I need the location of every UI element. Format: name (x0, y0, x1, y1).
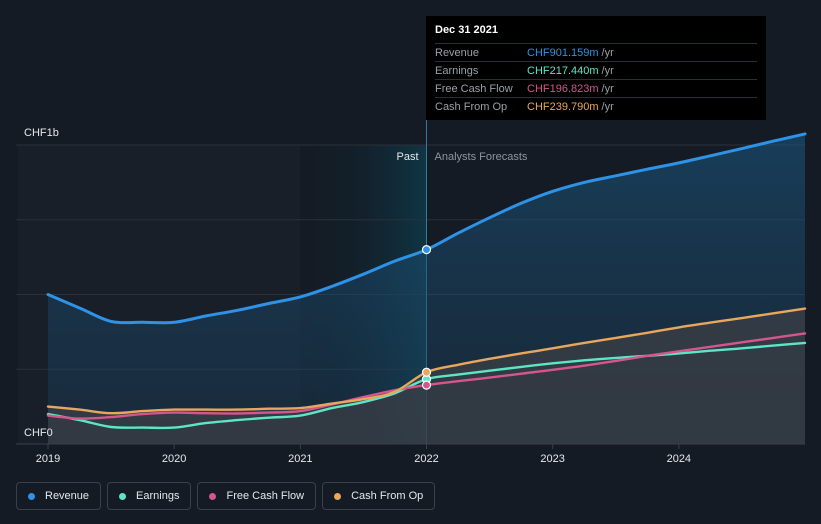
tooltip-unit: /yr (601, 46, 614, 59)
tooltip: Dec 31 2021 Revenue CHF901.159m /yr Earn… (426, 16, 766, 120)
tooltip-value: CHF217.440m (527, 64, 599, 77)
x-tick-label: 2019 (36, 453, 60, 465)
tooltip-value: CHF239.790m (527, 100, 599, 113)
tooltip-row-free-cash-flow: Free Cash Flow CHF196.823m /yr (435, 79, 757, 97)
legend-dot-icon (209, 492, 217, 500)
legend-label: Cash From Op (351, 490, 424, 502)
legend: Revenue Earnings Free Cash Flow Cash Fro… (16, 482, 436, 510)
tooltip-value: CHF196.823m (527, 82, 599, 95)
legend-label: Earnings (136, 490, 180, 502)
legend-item-revenue[interactable]: Revenue (16, 482, 102, 510)
free-cash-flow-point (421, 380, 432, 390)
text-layer: CHF1b CHF0 2019 2020 2021 2022 2023 2024 Past Ana… (24, 127, 691, 465)
x-tick-label: 2022 (414, 453, 438, 465)
cash-from-op-point (421, 367, 432, 377)
y-tick-label: CHF0 (24, 427, 53, 439)
revenue-point (421, 245, 432, 255)
legend-item-cash-from-op[interactable]: Cash From Op (322, 482, 436, 510)
tooltip-name: Earnings (435, 64, 479, 77)
x-tick-label: 2024 (667, 453, 691, 465)
tooltip-unit: /yr (601, 64, 614, 77)
legend-dot-icon (28, 492, 35, 500)
tooltip-row-revenue: Revenue CHF901.159m /yr (435, 43, 757, 61)
x-tick-label: 2021 (288, 453, 312, 465)
tooltip-name: Revenue (435, 46, 480, 59)
legend-dot-icon (334, 492, 342, 500)
point-layer (421, 245, 432, 390)
legend-dot-icon (119, 492, 127, 500)
x-tick-label: 2020 (162, 453, 186, 465)
past-label: Past (396, 151, 418, 163)
tooltip-value: CHF901.159m (527, 46, 599, 59)
tooltip-name: Free Cash Flow (435, 82, 513, 95)
tooltip-row-earnings: Earnings CHF217.440m /yr (435, 61, 757, 79)
y-tick-label: CHF1b (24, 127, 59, 139)
tooltip-unit: /yr (601, 82, 614, 95)
tooltip-unit: /yr (601, 100, 614, 113)
tooltip-name: Cash From Op (435, 100, 508, 113)
chart: CHF1b CHF0 2019 2020 2021 2022 2023 2024 Past Ana… (16, 120, 807, 465)
legend-item-earnings[interactable]: Earnings (107, 482, 192, 510)
legend-label: Revenue (45, 490, 90, 502)
tooltip-date: Dec 31 2021 (435, 24, 498, 36)
forecast-label: Analysts Forecasts (435, 151, 528, 163)
legend-label: Free Cash Flow (226, 490, 305, 502)
legend-item-free-cash-flow[interactable]: Free Cash Flow (197, 482, 317, 510)
x-tick-label: 2023 (540, 453, 564, 465)
tooltip-row-cash-from-op: Cash From Op CHF239.790m /yr (435, 97, 757, 115)
